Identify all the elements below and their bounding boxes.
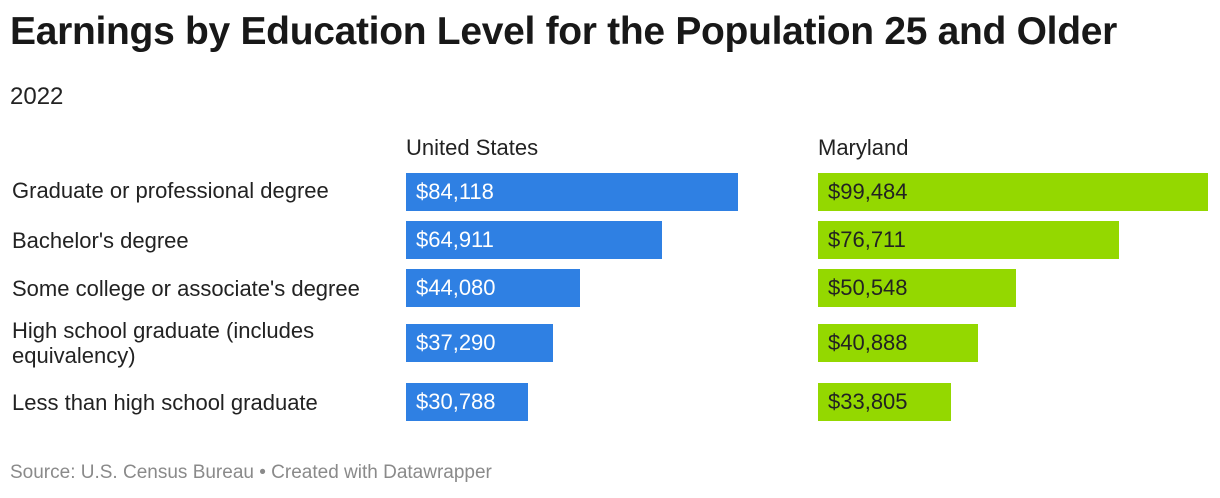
- bar-value-label: $33,805: [828, 389, 908, 414]
- bar-value-label: $84,118: [416, 179, 494, 204]
- bar-us: [406, 324, 553, 362]
- chart-title: Earnings by Education Level for the Popu…: [10, 10, 1117, 53]
- category-label: Bachelor's degree: [12, 228, 189, 253]
- source-footer: Source: U.S. Census Bureau • Created wit…: [10, 462, 492, 483]
- bar-md: [818, 383, 951, 421]
- bar-us: [406, 173, 738, 211]
- bar-value-label: $37,290: [416, 330, 496, 355]
- panel-heading-us: United States: [406, 135, 539, 160]
- bar-value-label: $99,484: [828, 179, 908, 204]
- category-label: Less than high school graduate: [12, 390, 318, 415]
- bar-md: [818, 221, 1119, 259]
- bar-value-label: $64,911: [416, 227, 494, 252]
- category-label: Some college or associate's degree: [12, 276, 360, 301]
- bar-value-label: $44,080: [416, 275, 496, 300]
- bar-value-label: $40,888: [828, 330, 908, 355]
- category-label: High school graduate (includes equivalen…: [12, 318, 315, 368]
- bar-value-label: $30,788: [416, 389, 496, 414]
- bar-md: [818, 324, 978, 362]
- bar-us: [406, 383, 528, 421]
- bar-md: [818, 269, 1016, 307]
- category-label: Graduate or professional degree: [12, 178, 329, 203]
- bar-md: [818, 173, 1208, 211]
- panel-heading-md: Maryland: [818, 135, 909, 160]
- bar-us: [406, 221, 662, 259]
- chart-subtitle: 2022: [10, 83, 64, 110]
- bar-us: [406, 269, 580, 307]
- bar-value-label: $76,711: [828, 227, 906, 252]
- bar-value-label: $50,548: [828, 275, 908, 300]
